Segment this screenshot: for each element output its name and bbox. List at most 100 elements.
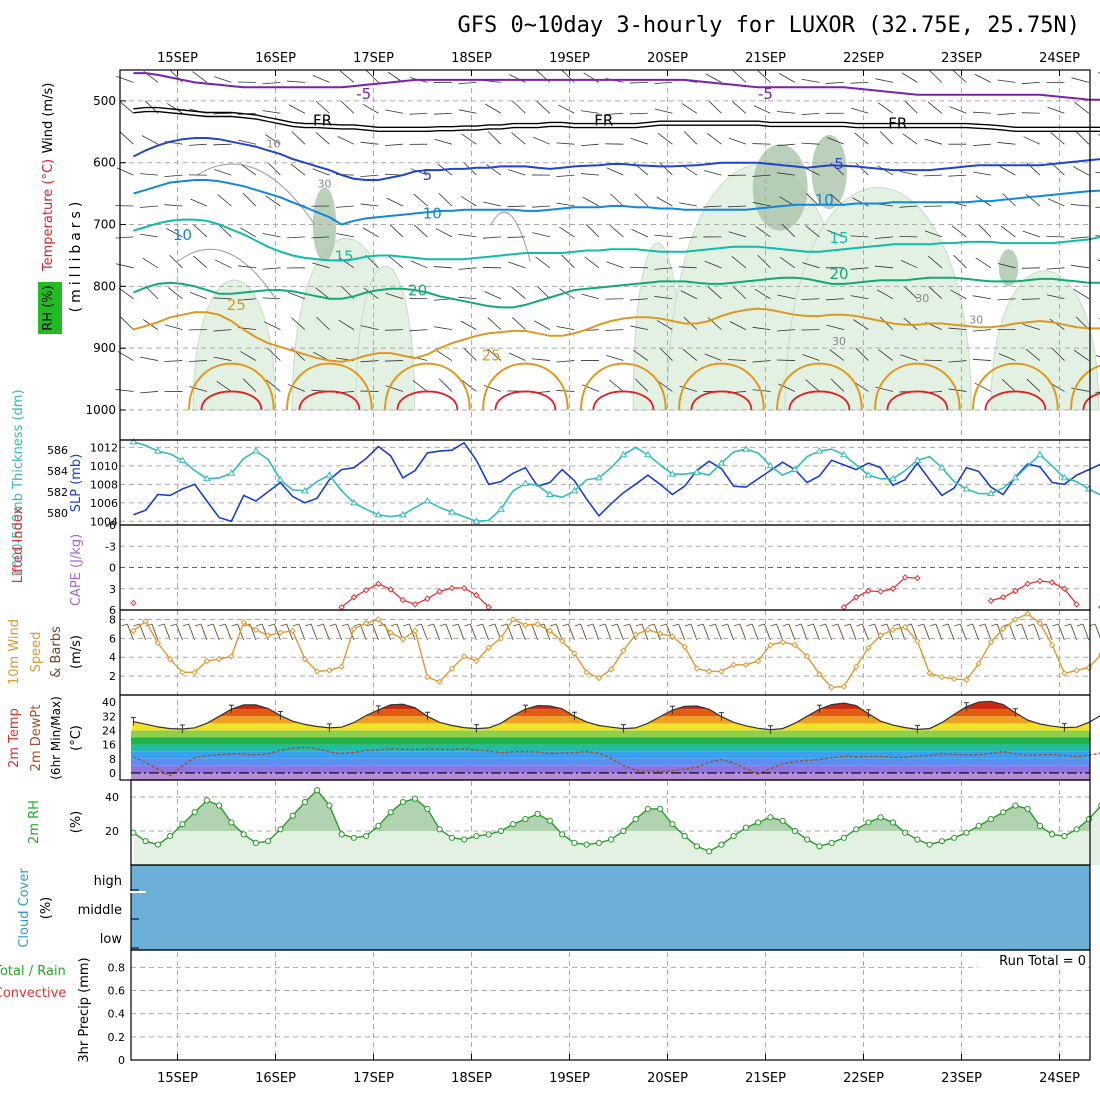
wind-speed-marker xyxy=(656,630,664,637)
surface-wind-barb-flag xyxy=(182,623,189,627)
rh2m-marker xyxy=(265,838,272,845)
surface-wind-barb xyxy=(188,623,196,641)
rh2m-tick-label: 20 xyxy=(105,825,119,838)
pressure-tick-label: 500 xyxy=(93,94,116,108)
wind-barb xyxy=(1074,101,1090,114)
wind-barb xyxy=(874,265,893,269)
wind-barb xyxy=(605,329,624,331)
wind-barb xyxy=(213,356,232,361)
contour-label: 15 xyxy=(335,248,354,266)
surface-wind-barb-flag xyxy=(954,623,961,627)
slp-tick-label: 1008 xyxy=(90,478,118,491)
rh2m-marker xyxy=(461,836,468,843)
wind-barb xyxy=(385,292,404,300)
thickness-marker xyxy=(913,456,922,463)
rh2m-marker xyxy=(179,821,186,828)
wind-speed-marker xyxy=(473,657,480,665)
wind-barb xyxy=(801,298,820,300)
wind-barb xyxy=(340,100,355,114)
lifted-index-marker xyxy=(1073,601,1080,608)
rh-contour-line xyxy=(490,211,531,262)
wind-barb xyxy=(409,112,428,115)
x-tick-label-bottom: 24SEP xyxy=(1039,1071,1080,1086)
isotherm-diurnal-loop xyxy=(298,390,361,411)
wind-barb xyxy=(850,267,869,270)
wind-barb xyxy=(512,100,526,114)
wind-barb xyxy=(999,165,1016,176)
wind-barb xyxy=(360,174,379,178)
wind-barb xyxy=(118,287,134,300)
wind-barb xyxy=(487,348,502,361)
surface-wind-barb-flag xyxy=(550,623,557,627)
surface-wind-barb xyxy=(604,623,612,641)
rh2m-marker xyxy=(889,819,897,826)
wind-barb xyxy=(582,197,600,207)
lifted-index-marker xyxy=(889,585,897,592)
thickness-marker xyxy=(1060,473,1069,481)
wind-barb xyxy=(213,112,232,115)
lifted-index-marker xyxy=(1024,580,1031,587)
rh-shading-dark xyxy=(312,187,337,262)
y-title-wind10-unit: (m/s) xyxy=(69,635,84,669)
wind-barb xyxy=(458,233,477,238)
wind-barb xyxy=(533,136,551,145)
wind-barb xyxy=(580,173,599,176)
lifted-index-marker xyxy=(387,586,394,593)
wind-barb xyxy=(483,384,502,392)
wind-barb xyxy=(237,265,256,269)
lifted-index-marker xyxy=(460,584,468,592)
wind-speed-marker xyxy=(264,632,272,639)
lifted-index-marker xyxy=(375,580,382,587)
wind-barb xyxy=(311,262,330,269)
wind-barb xyxy=(1021,81,1040,85)
wind-speed-marker xyxy=(1073,667,1080,674)
rh2m-marker xyxy=(681,833,688,840)
wind-speed-marker xyxy=(754,657,762,665)
wind-barb xyxy=(487,317,502,330)
thickness-marker xyxy=(350,498,358,506)
wind-barb xyxy=(707,286,722,300)
rh2m-marker xyxy=(252,839,259,847)
surface-wind-barb-flag xyxy=(341,623,349,627)
isotherm-diurnal-loop xyxy=(886,390,949,411)
series-line-slp xyxy=(133,441,1100,523)
wind-barb xyxy=(878,102,894,114)
y-title-temp2m: 2m Temp xyxy=(7,708,22,768)
contour-label: 5 xyxy=(423,166,433,184)
surface-wind-barb-flag xyxy=(966,623,973,627)
wind-barb xyxy=(486,164,502,176)
rh2m-marker xyxy=(1000,809,1007,816)
thickness-marker xyxy=(570,486,579,494)
wind-barb xyxy=(413,224,428,238)
wind-barb xyxy=(1095,171,1100,174)
wind-speed-marker xyxy=(767,641,774,649)
wind-barb xyxy=(779,73,796,83)
wind-speed-marker xyxy=(154,639,162,647)
x-tick-label-top: 22SEP xyxy=(843,51,884,66)
wind-barb xyxy=(757,69,771,83)
surface-wind-barb-flag xyxy=(194,623,202,627)
thickness-marker xyxy=(374,510,383,518)
lifted-index-marker xyxy=(362,586,370,594)
wind-speed-marker xyxy=(914,637,921,645)
wind-speed-marker xyxy=(485,644,492,651)
wind-barb xyxy=(801,142,820,145)
wind-barb xyxy=(561,254,575,269)
rh2m-marker xyxy=(350,834,357,841)
surface-wind-barb xyxy=(482,623,490,641)
wind-barb xyxy=(335,205,354,208)
wind-barb xyxy=(581,110,599,114)
thickness-marker xyxy=(276,475,285,483)
wind-barb xyxy=(776,111,795,114)
surface-wind-barb-flag xyxy=(1064,623,1071,627)
lifted-index-marker xyxy=(473,591,480,599)
wind-speed-marker xyxy=(460,653,468,660)
wind-barb xyxy=(678,236,697,239)
y-title-pressure: (millibars) xyxy=(68,198,84,313)
temperature-band xyxy=(131,772,1090,780)
wind-speed-marker xyxy=(338,663,345,670)
wind-speed-marker xyxy=(362,620,370,627)
wind-barb xyxy=(164,174,183,178)
wind-barb xyxy=(805,225,820,238)
wind-barb xyxy=(997,142,1016,145)
